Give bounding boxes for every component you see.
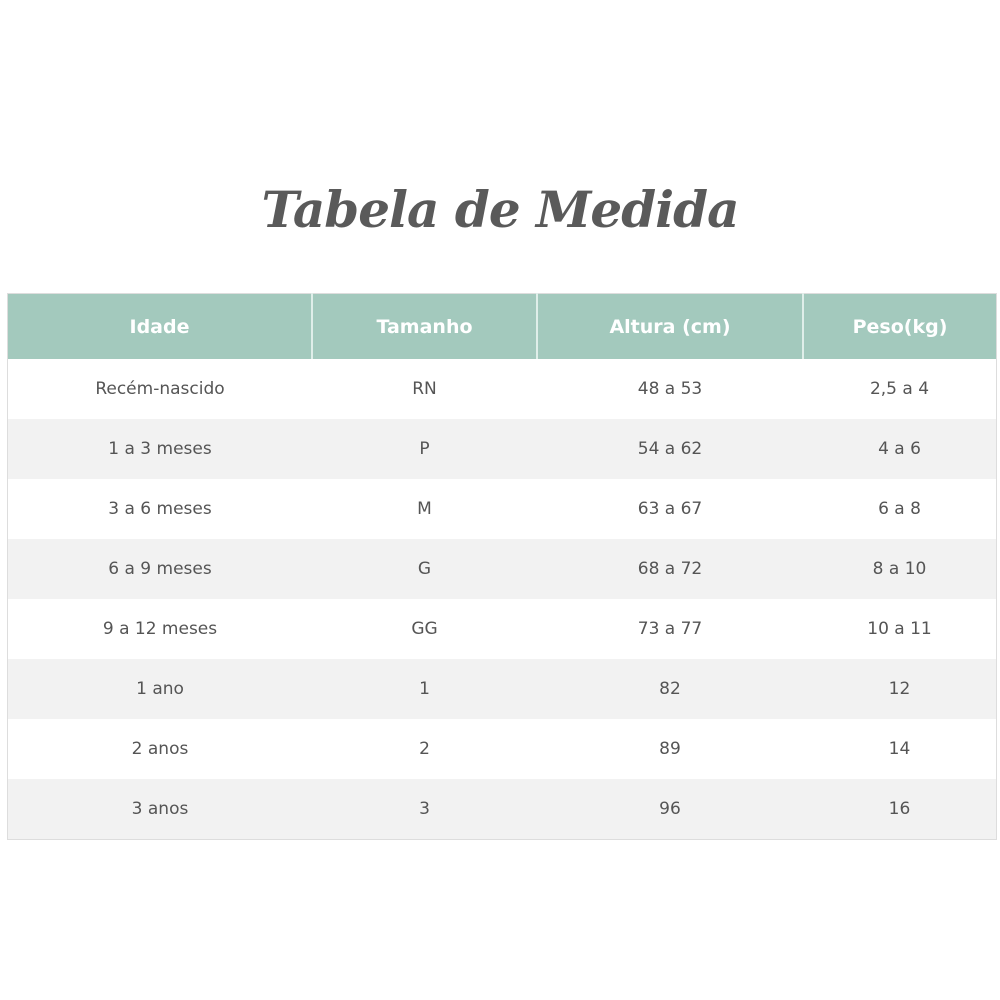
header-row: Idade Tamanho Altura (cm) Peso(kg) bbox=[7, 293, 997, 359]
cell-idade: 6 a 9 meses bbox=[7, 539, 312, 599]
table-row: 9 a 12 meses GG 73 a 77 10 a 11 bbox=[8, 599, 997, 659]
cell-altura: 96 bbox=[537, 779, 803, 840]
table-row: 3 anos 3 96 16 bbox=[7, 779, 997, 840]
cell-tamanho: 2 bbox=[419, 739, 430, 759]
size-table: Idade Tamanho Altura (cm) Peso(kg) Recém… bbox=[7, 293, 997, 840]
header-peso: Peso(kg) bbox=[803, 293, 997, 359]
cell-tamanho: 3 bbox=[312, 779, 537, 840]
cell-altura: 63 a 67 bbox=[637, 499, 703, 519]
cell-idade: 2 anos bbox=[131, 739, 189, 759]
cell-peso: 16 bbox=[803, 779, 997, 840]
cell-peso: 4 a 6 bbox=[803, 419, 997, 479]
cell-idade: Recém-nascido bbox=[95, 379, 225, 399]
table-row: 1 ano 1 82 12 bbox=[7, 659, 997, 719]
cell-altura: 73 a 77 bbox=[637, 619, 703, 639]
table-row: 3 a 6 meses M 63 a 67 6 a 8 bbox=[8, 479, 997, 539]
cell-tamanho: M bbox=[417, 499, 432, 519]
cell-altura: 82 bbox=[537, 659, 803, 719]
cell-peso: 2,5 a 4 bbox=[869, 379, 930, 399]
cell-idade: 1 ano bbox=[7, 659, 312, 719]
page-title: Tabela de Medida bbox=[261, 180, 739, 239]
table-row: 2 anos 2 89 14 bbox=[8, 719, 997, 779]
header-tamanho: Tamanho bbox=[312, 293, 538, 359]
cell-idade: 3 a 6 meses bbox=[108, 499, 212, 519]
cell-idade: 9 a 12 meses bbox=[102, 619, 218, 639]
cell-altura: 54 a 62 bbox=[537, 419, 803, 479]
cell-peso: 8 a 10 bbox=[803, 539, 997, 599]
cell-tamanho: 1 bbox=[312, 659, 537, 719]
header-idade: Idade bbox=[7, 293, 313, 359]
table-row: 1 a 3 meses P 54 a 62 4 a 6 bbox=[7, 419, 997, 479]
cell-tamanho: P bbox=[312, 419, 537, 479]
cell-idade: 3 anos bbox=[7, 779, 312, 840]
cell-peso: 12 bbox=[803, 659, 997, 719]
cell-peso: 10 a 11 bbox=[867, 619, 932, 639]
header-altura: Altura (cm) bbox=[537, 293, 804, 359]
cell-peso: 14 bbox=[888, 739, 911, 759]
cell-tamanho: G bbox=[312, 539, 537, 599]
cell-altura: 89 bbox=[659, 739, 681, 759]
table-row: 6 a 9 meses G 68 a 72 8 a 10 bbox=[7, 539, 997, 599]
cell-idade: 1 a 3 meses bbox=[7, 419, 312, 479]
cell-tamanho: RN bbox=[412, 379, 437, 399]
cell-altura: 68 a 72 bbox=[537, 539, 803, 599]
cell-altura: 48 a 53 bbox=[637, 379, 703, 399]
table-row: Recém-nascido RN 48 a 53 2,5 a 4 bbox=[8, 359, 997, 419]
cell-tamanho: GG bbox=[411, 619, 438, 639]
cell-peso: 6 a 8 bbox=[878, 499, 921, 519]
